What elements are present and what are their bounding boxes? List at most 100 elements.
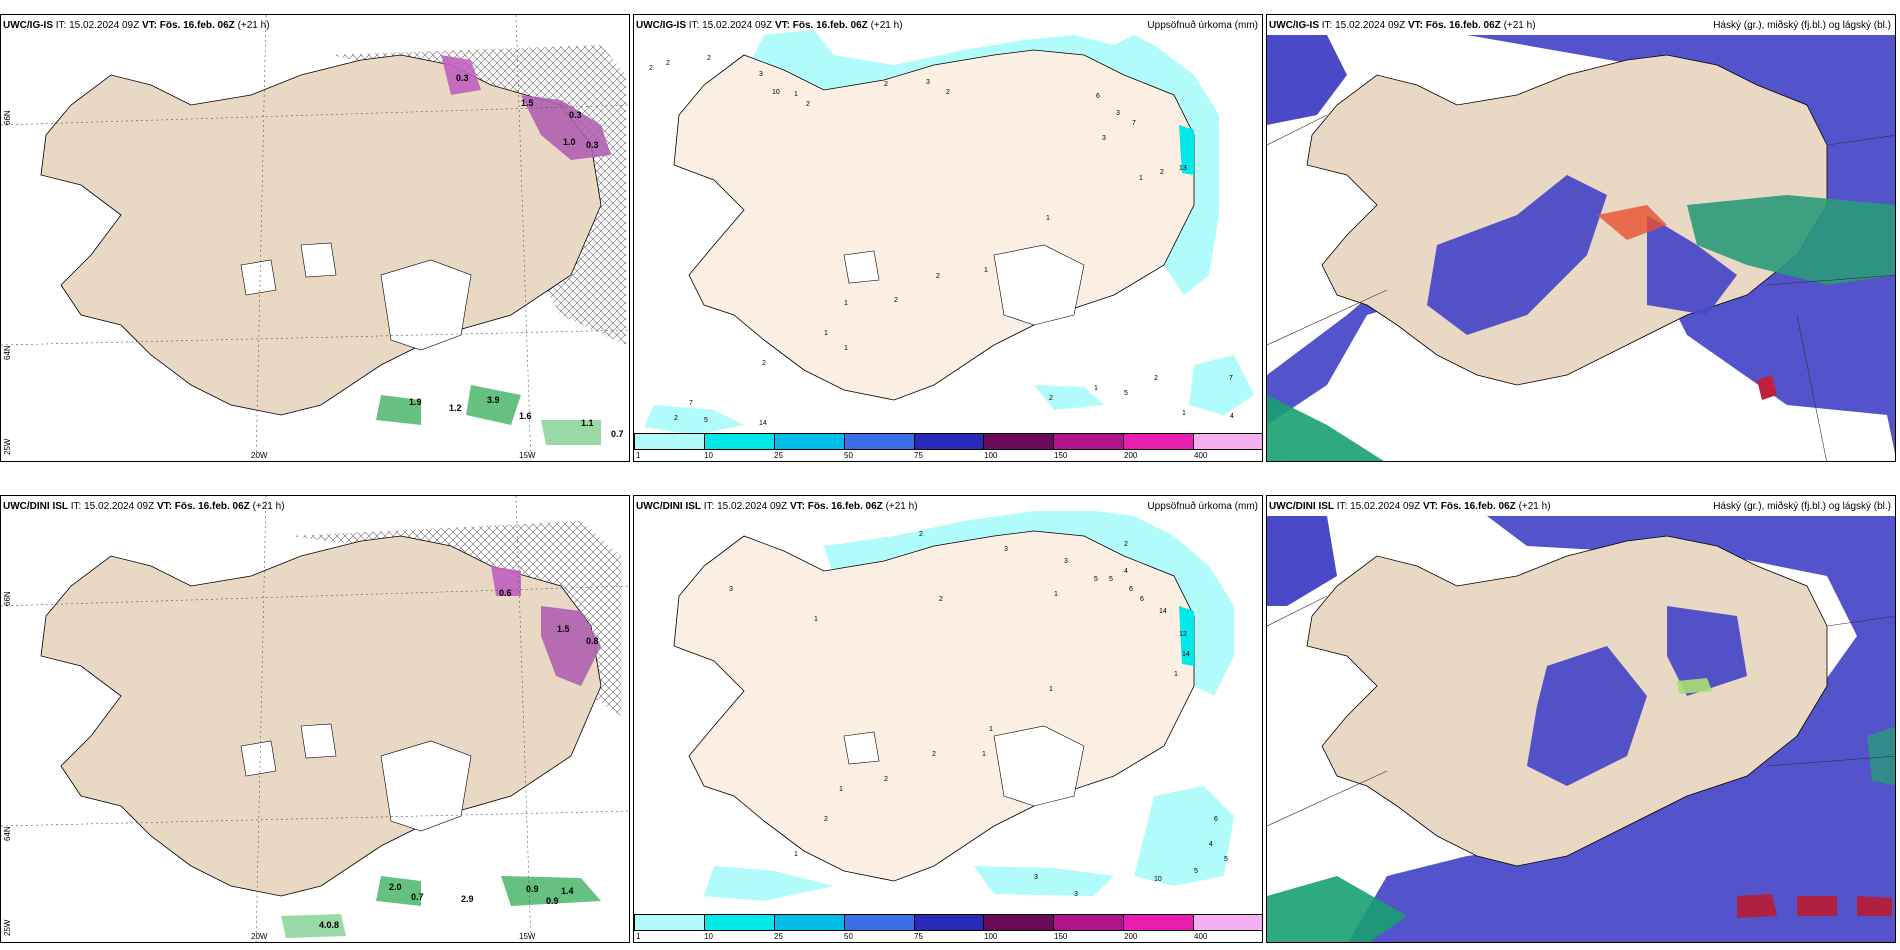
low-cloud	[1667, 606, 1747, 696]
high-cloud	[1677, 678, 1712, 694]
value-label: 1	[1182, 410, 1186, 417]
value-label: 1.9	[409, 397, 422, 407]
colorbar-swatch	[844, 915, 915, 930]
precip-area	[644, 405, 744, 435]
hatch-area	[291, 521, 621, 716]
precip-patch	[491, 566, 521, 596]
value-label: 2	[939, 596, 943, 603]
colorbar-swatch	[1194, 434, 1262, 449]
value-label: 1.1	[581, 418, 594, 428]
gridline	[1766, 274, 1895, 286]
glacier	[993, 725, 1085, 807]
value-label: 2	[824, 816, 828, 823]
colorbar-swatch	[635, 434, 705, 449]
colorbar-swatch	[1124, 915, 1195, 930]
colorbar-swatch	[1194, 915, 1262, 930]
colorbar-label: 1	[636, 932, 641, 941]
value-label: 1	[989, 726, 993, 733]
value-label: 3	[1116, 110, 1120, 117]
value-label: 10	[1154, 876, 1162, 883]
value-label: 14	[1159, 608, 1167, 615]
value-label: 1	[839, 786, 843, 793]
glacier	[380, 259, 472, 351]
mid-cloud	[1867, 726, 1895, 786]
map-canvas	[1267, 516, 1895, 942]
gridline	[1766, 755, 1895, 767]
colorbar-label: 10	[704, 451, 713, 460]
value-label: 2.9	[461, 894, 474, 904]
glacier	[993, 244, 1085, 326]
lat-label: 25W	[3, 919, 12, 936]
colorbar-label: 1	[636, 451, 641, 460]
value-label: 1	[1054, 591, 1058, 598]
gridline	[1, 329, 629, 346]
mid-cloud	[1687, 195, 1895, 285]
precip-area	[1134, 786, 1234, 886]
panel-header: UWC/DINI ISL IT: 15.02.2024 09Z VT: Fös.…	[3, 501, 285, 512]
colorbar-label: 400	[1194, 451, 1208, 460]
value-label: 2	[649, 65, 653, 72]
value-label: 2	[946, 89, 950, 96]
high-cloud	[1597, 205, 1667, 240]
wind-precip-map-dini: UWC/DINI ISL IT: 15.02.2024 09Z VT: Fös.…	[0, 495, 630, 943]
cloud-cover-map-igis: UWC/IG-IS IT: 15.02.2024 09Z VT: Fös. 16…	[1266, 14, 1896, 462]
lat-label: 66N	[3, 110, 12, 125]
precip-patch	[281, 914, 346, 938]
value-label: 4	[1209, 841, 1213, 848]
lon-label: 20W	[251, 932, 268, 941]
high-cloud	[1737, 894, 1777, 918]
value-label: 1	[794, 851, 798, 858]
value-label: 2	[762, 360, 766, 367]
precip-patch	[441, 55, 481, 95]
value-label: 3	[1064, 558, 1068, 565]
precip-patch	[376, 876, 421, 906]
low-cloud	[1267, 35, 1347, 125]
low-cloud	[1427, 175, 1607, 335]
value-label: 1.5	[557, 624, 570, 634]
value-label: 2	[806, 101, 810, 108]
map-canvas	[673, 511, 1234, 901]
colorbar-label: 400	[1194, 932, 1208, 941]
value-label: 2	[666, 60, 670, 67]
colorbar-swatch	[1054, 915, 1125, 930]
lat-label: 64N	[3, 826, 12, 841]
panel-header: UWC/DINI ISL IT: 15.02.2024 09Z VT: Fös.…	[1269, 501, 1551, 512]
value-label: 5	[1224, 856, 1228, 863]
gridline	[1826, 134, 1895, 146]
glacier	[843, 250, 880, 284]
value-label: 1	[814, 616, 818, 623]
value-label: 1	[844, 300, 848, 307]
lat-label: 64N	[3, 345, 12, 360]
map-canvas	[1267, 35, 1895, 461]
value-label: 0.9	[526, 884, 539, 894]
value-label: 7	[1229, 375, 1233, 382]
lat-label: 25W	[3, 438, 12, 455]
value-label: 4	[1124, 568, 1128, 575]
value-label: 5	[1194, 868, 1198, 875]
value-label: 12	[1179, 631, 1187, 638]
low-cloud	[1267, 516, 1337, 606]
colorbar-swatch	[914, 915, 985, 930]
mid-cloud	[1267, 395, 1384, 461]
value-label: 2	[936, 273, 940, 280]
colorbar-label: 25	[774, 451, 783, 460]
colorbar-swatch	[704, 915, 775, 930]
precip-patch	[541, 606, 601, 686]
value-label: 2	[1154, 375, 1158, 382]
lon-label: 20W	[251, 451, 268, 460]
value-label: 1	[1094, 385, 1098, 392]
map-canvas	[644, 30, 1254, 435]
glacier	[300, 242, 337, 278]
value-label: 2	[919, 531, 923, 538]
value-label: 3	[1102, 135, 1106, 142]
low-cloud	[1527, 646, 1647, 786]
precip-area	[1179, 125, 1194, 175]
value-label: 1	[824, 330, 828, 337]
gridline	[1, 104, 629, 126]
low-cloud	[1348, 516, 1895, 942]
gridline	[1796, 314, 1827, 461]
lat-label: 66N	[3, 591, 12, 606]
iceland-land	[673, 530, 1195, 882]
value-label: 6	[1129, 586, 1133, 593]
map-canvas	[1, 15, 629, 461]
